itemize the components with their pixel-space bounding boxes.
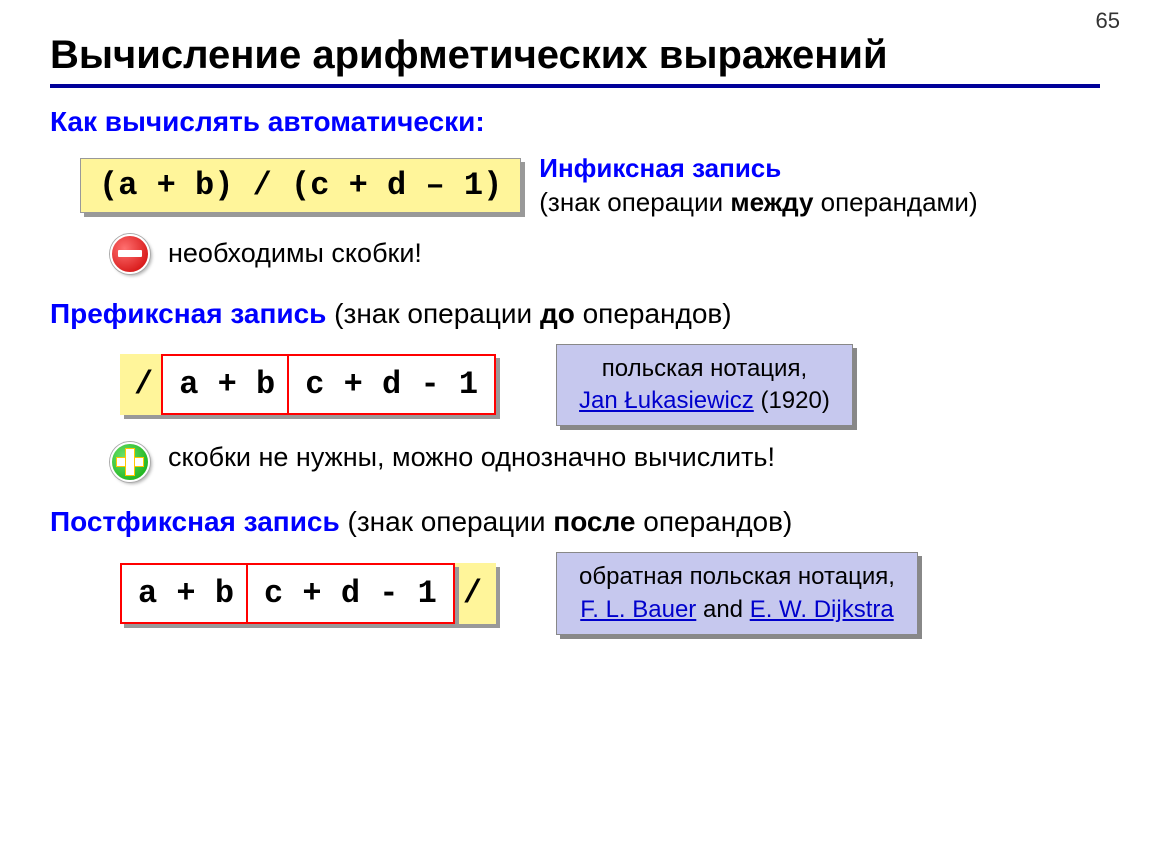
prefix-row: / a + b c + d - 1 польская нотация, Jan … [50,344,1100,427]
subheading: Как вычислять автоматически: [50,106,1100,138]
prefix-expression-group: / a + b c + d - 1 [120,354,496,415]
postfix-heading: Постфиксная запись (знак операции после … [50,506,1100,538]
infix-expression-box: (a + b) / (c + d – 1) [80,158,521,213]
postfix-label: Постфиксная запись [50,506,340,537]
slide-title: Вычисление арифметических выражений [50,33,1100,78]
postfix-info-box: обратная польская нотация, F. L. Bauer a… [556,552,918,635]
postfix-desc-post: операндов) [636,506,793,537]
prefix-info-box: польская нотация, Jan Łukasiewicz (1920) [556,344,853,427]
minus-icon [110,234,150,274]
infix-warning-text: необходимы скобки! [168,238,422,269]
prefix-desc-bold: до [540,298,575,329]
postfix-info-link-2[interactable]: E. W. Dijkstra [750,596,894,623]
postfix-desc-pre: (знак операции [340,506,554,537]
prefix-operand-box-2: c + d - 1 [287,354,496,415]
postfix-operator-box: / [449,563,496,624]
infix-desc-bold: между [730,187,813,217]
postfix-expression-group: a + b c + d - 1 / [120,563,496,624]
prefix-operand-box-1: a + b [161,354,293,415]
slide: 65 Вычисление арифметических выражений К… [0,0,1150,665]
infix-desc-post: операндами) [813,187,977,217]
infix-desc-pre: (знак операции [539,187,730,217]
title-rule [50,84,1100,88]
plus-icon [110,442,150,482]
infix-description: Инфиксная запись (знак операции между оп… [539,152,977,220]
postfix-operand-box-1: a + b [120,563,252,624]
prefix-desc-post: операндов) [575,298,732,329]
infix-row: (a + b) / (c + d – 1) Инфиксная запись (… [80,152,1100,220]
infix-label: Инфиксная запись [539,153,781,183]
postfix-row: a + b c + d - 1 / обратная польская нота… [50,552,1100,635]
prefix-info-year: (1920) [754,387,830,414]
prefix-info-link[interactable]: Jan Łukasiewicz [579,387,754,414]
prefix-desc-pre: (знак операции [326,298,540,329]
prefix-label: Префиксная запись [50,298,326,329]
postfix-info-link-1[interactable]: F. L. Bauer [580,596,696,623]
postfix-operand-box-2: c + d - 1 [246,563,455,624]
infix-warning-row: необходимы скобки! [110,234,1100,274]
postfix-info-line1: обратная польская нотация, [579,563,895,590]
page-number: 65 [1096,8,1120,34]
postfix-info-and: and [696,596,749,623]
prefix-heading: Префиксная запись (знак операции до опер… [50,298,1100,330]
prefix-note-row: скобки не нужны, можно однозначно вычисл… [110,442,1100,482]
prefix-info-line1: польская нотация, [602,355,807,382]
postfix-desc-bold: после [553,506,635,537]
prefix-note-text: скобки не нужны, можно однозначно вычисл… [168,442,775,473]
prefix-operator-box: / [120,354,167,415]
